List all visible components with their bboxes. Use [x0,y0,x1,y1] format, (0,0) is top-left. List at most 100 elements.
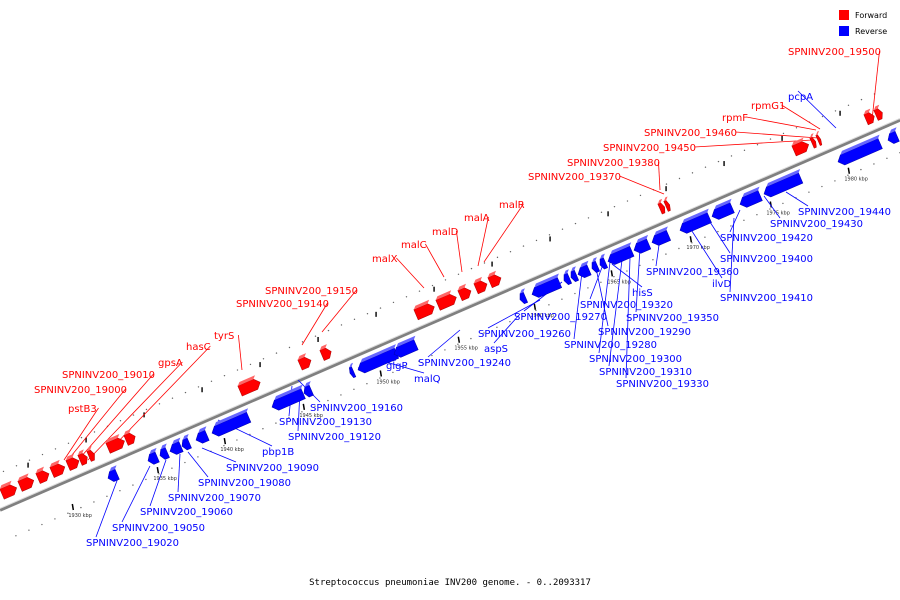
gene-arrow-face [766,169,801,187]
reverse-label-leader [487,299,541,329]
gene-arrow-face [815,130,820,136]
scale-dot [782,132,785,135]
scale-dot [379,307,382,309]
reverse-gene-label: SPNINV200_19090 [226,463,319,474]
gene-arrow-face [534,273,559,288]
reverse-label-leader [177,453,181,493]
gene-arrow-face [889,127,897,134]
forward-gene-label: malD [432,227,459,238]
gene-arrow-face [580,260,589,268]
scale-dot [418,290,421,292]
scale-dot [639,194,642,197]
scale-dot [808,191,810,193]
gene-arrow-face [77,449,84,456]
scale-dot [340,394,342,396]
reverse-label-leader [611,263,643,288]
scale-dot [119,420,122,422]
scale-dot [67,442,70,444]
scale-dot [223,374,226,377]
reverse-gene-arrow [633,238,652,254]
reverse-label-leader [598,261,611,354]
reverse-gene-label: SPNINV200_19280 [564,340,657,351]
forward-gene-label: SPNINV200_19450 [603,143,696,154]
scale-dot [288,346,291,349]
forward-gene-label: SPNINV200_19380 [567,158,660,169]
forward-gene-label: malA [464,213,490,224]
scale-dot [431,354,433,357]
reverse-label-leader [573,271,583,340]
scale-dot [340,324,343,326]
reverse-gene-label: pbp1B [262,447,294,458]
reverse-gene-label: SPNINV200_19310 [599,367,692,378]
reverse-gene-arrow [711,202,735,220]
scale-dot [327,399,329,402]
gene-arrow-face [742,186,760,198]
gene-arrow-face [198,426,207,434]
gene-arrow-face [564,269,569,275]
forward-gene-arrow [657,202,666,215]
gene-arrow-face [105,434,120,444]
reverse-gene-label: aspS [484,344,508,355]
scale-dot [626,270,628,272]
gene-arrow-face [360,344,396,363]
scale-tick [379,370,383,377]
gene-arrow-face [600,253,605,259]
scale-dot [41,523,43,526]
scale-tick [457,336,461,343]
forward-gene-label: malC [401,240,427,251]
scale-dot [860,168,862,171]
scale-dot [145,408,148,411]
forward-gene-label: rpmF [722,113,748,124]
forward-gene-label: SPNINV200_19140 [236,299,329,310]
reverse-gene-label: SPNINV200_19080 [198,478,291,489]
forward-label-leader [735,131,819,139]
gene-arrow-face [809,133,814,139]
scale-dot [834,110,837,112]
reverse-gene-label: SPNINV200_19060 [140,507,233,518]
gene-arrow-face [0,480,12,490]
scale-dot [2,470,5,473]
scale-dot [821,115,824,118]
scale-dot [782,202,784,205]
scale-dot [600,211,603,214]
scale-dot [730,225,732,227]
reverse-label-leader [187,451,209,478]
scale-dot [184,461,186,464]
scale-dot [392,371,394,374]
reverse-gene-label: SPNINV200_19160 [310,403,403,414]
scale-dot [509,251,512,253]
scale-dot [223,444,225,447]
scale-dot [652,259,654,261]
reverse-label-leader [149,459,167,507]
reverse-gene-label: SPNINV200_19020 [86,538,179,549]
scale-dot [548,234,551,236]
scale-dot [444,279,447,281]
scale-tick [302,403,306,411]
scale-dot [418,360,420,362]
label-leader-lines [63,50,880,538]
forward-gene-arrow [815,134,823,146]
reverse-gene-arrow [679,212,712,234]
reverse-gene-label: SPNINV200_19410 [720,293,813,304]
scale-dot [470,337,472,340]
scale-tick-label: 1960 kbp [530,313,554,319]
scale-tick-label: 1975 kbp [766,211,790,217]
forward-label-leader [87,361,183,461]
scale-dot [197,386,200,388]
forward-label-leader [396,257,425,289]
forward-gene-label: SPNINV200_19370 [528,172,621,183]
scale-tick-label: 1970 kbp [686,245,710,251]
gene-arrow-face [35,466,44,474]
reverse-label-leader [729,209,741,233]
scale-dot [795,127,798,129]
scale-dot [132,484,134,486]
legend-reverse-swatch [839,26,849,36]
scale-dot [236,439,238,441]
gene-arrow-face [123,429,131,436]
forward-label-leader [238,334,243,371]
gene-labels: pstB3SPNINV200_19000SPNINV200_19010gpsAh… [34,47,891,549]
gene-arrow-face [86,446,92,452]
reverse-gene-label: SPNINV200_19400 [720,254,813,265]
forward-label-leader [694,139,813,148]
forward-label-leader [425,243,445,278]
